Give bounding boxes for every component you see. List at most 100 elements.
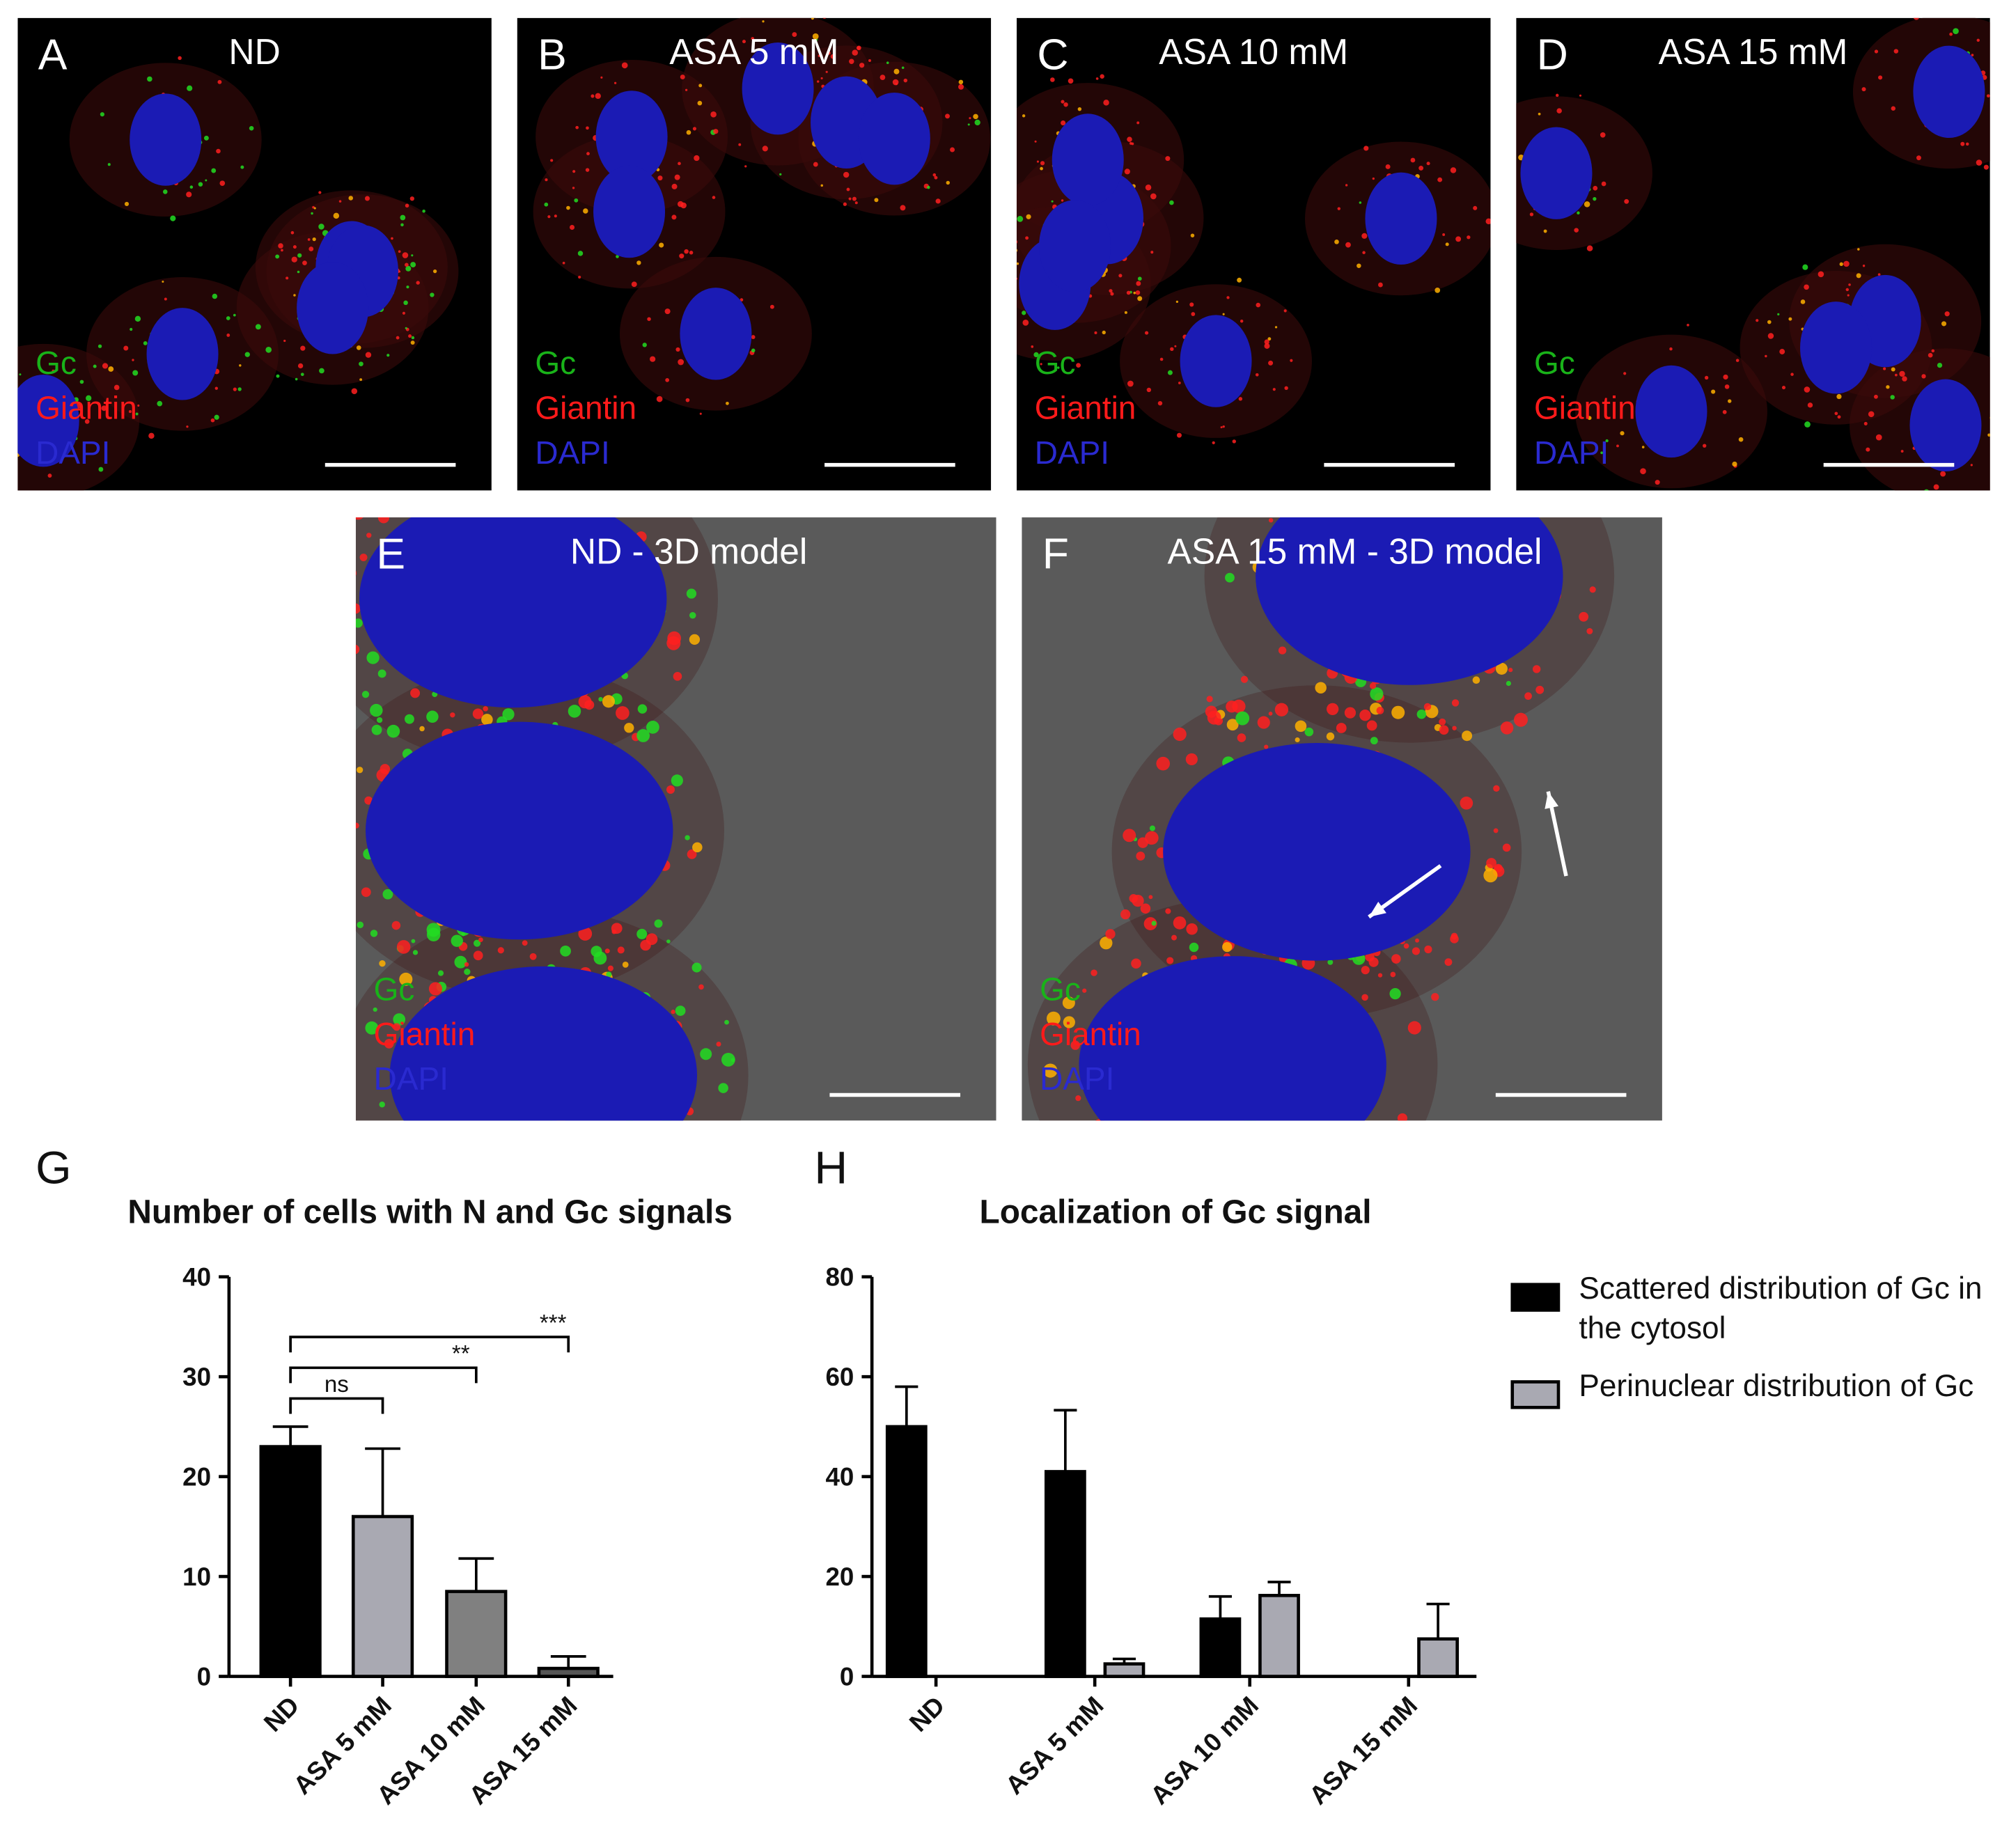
channel-label: Giantin (1040, 1016, 1141, 1052)
signal-dot (617, 1148, 626, 1157)
signal-dot (1410, 157, 1416, 163)
signal-dot (364, 196, 370, 201)
signal-dot (903, 78, 908, 83)
signal-dot (1077, 107, 1082, 111)
signal-dot (586, 126, 589, 130)
signal-dot (1452, 726, 1457, 730)
signal-dot (1222, 313, 1225, 315)
signal-dot (1933, 484, 1939, 490)
signal-dot (333, 212, 340, 219)
signal-dot (393, 1023, 401, 1031)
signal-dot (1240, 675, 1249, 683)
signal-dot (130, 327, 133, 331)
signal-dot (1738, 437, 1744, 442)
signal-dot (1237, 277, 1242, 283)
signal-dot (411, 254, 414, 257)
error-bar (1208, 1595, 1232, 1620)
signal-dot (1226, 296, 1230, 299)
signal-dot (1145, 831, 1159, 845)
signal-dot (556, 1137, 564, 1145)
signal-dot (1304, 727, 1314, 737)
signal-dot (1866, 447, 1870, 452)
signal-dot (562, 261, 565, 265)
signal-dot (359, 361, 364, 366)
signal-dot (1703, 444, 1707, 448)
signal-dot (846, 187, 850, 191)
signal-dot (1062, 996, 1075, 1010)
signal-dot (1767, 333, 1774, 339)
signal-dot (1173, 916, 1187, 930)
signal-dot (1219, 1155, 1233, 1168)
signal-dot (585, 168, 590, 172)
signal-dot (1221, 1231, 1233, 1243)
signal-dot (1444, 958, 1453, 966)
panel-letter: D (1537, 30, 1568, 79)
signal-dot (1923, 489, 1930, 491)
arrow-head (1545, 791, 1558, 809)
signal-dot (820, 77, 823, 79)
signal-dot (1390, 971, 1396, 978)
signal-dot (396, 336, 400, 340)
signal-dot (1212, 441, 1215, 445)
signal-dot (451, 934, 463, 947)
signal-dot (1779, 349, 1785, 354)
signal-dot (359, 378, 363, 382)
signal-dot (1916, 155, 1921, 161)
signal-dot (1584, 201, 1590, 207)
signal-dot (1466, 500, 1472, 506)
signal-dot (373, 1007, 377, 1012)
signal-dot (1151, 921, 1157, 926)
signal-dot (1359, 710, 1371, 721)
signal-dot (292, 245, 297, 249)
signal-dot (31, 494, 33, 496)
signal-dot (1238, 397, 1243, 401)
nucleus (1039, 200, 1111, 292)
signal-dot (616, 706, 630, 720)
signal-dot (1344, 707, 1357, 719)
signal-dot (577, 251, 584, 256)
signal-dot (812, 33, 819, 40)
signal-dot (300, 373, 304, 377)
signal-dot (52, 369, 54, 373)
signal-dot (811, 17, 814, 20)
signal-dot (86, 395, 92, 401)
signal-dot (1167, 370, 1173, 375)
nucleus (1800, 302, 1873, 394)
chart-title: Localization of Gc signal (980, 1193, 1372, 1230)
signal-dot (453, 1137, 466, 1150)
x-tick-label: ND (904, 1691, 951, 1737)
signal-dot (843, 202, 847, 206)
signal-dot (1150, 193, 1157, 200)
signal-dot (100, 112, 104, 117)
signal-dot (574, 198, 579, 203)
signal-dot (607, 965, 613, 971)
signal-dot (1483, 868, 1498, 883)
signal-dot (568, 705, 581, 718)
panel-title: ND (228, 31, 280, 72)
signal-dot (334, 802, 345, 813)
error-bar (458, 1557, 494, 1592)
signal-dot (1915, 498, 1919, 502)
signal-dot (547, 215, 551, 219)
signal-dot (186, 191, 192, 198)
signal-dot (1868, 411, 1875, 418)
signal-dot (1593, 196, 1597, 201)
signal-dot (1506, 203, 1509, 207)
signal-dot (495, 1244, 508, 1257)
signal-dot (686, 130, 691, 135)
signal-dot (827, 51, 831, 55)
signal-dot (336, 565, 347, 577)
signal-dot (545, 178, 548, 182)
signal-dot (1118, 274, 1123, 278)
signal-dot (1095, 77, 1099, 80)
signal-dot (1165, 156, 1171, 162)
signal-dot (1264, 343, 1270, 349)
signal-dot (1372, 177, 1375, 180)
signal-dot (481, 714, 493, 726)
signal-dot (673, 672, 682, 681)
signal-dot (1790, 373, 1794, 376)
signal-dot (1148, 895, 1153, 900)
image (17, 17, 492, 496)
signal-dot (1589, 586, 1596, 593)
signal-dot (355, 603, 361, 614)
